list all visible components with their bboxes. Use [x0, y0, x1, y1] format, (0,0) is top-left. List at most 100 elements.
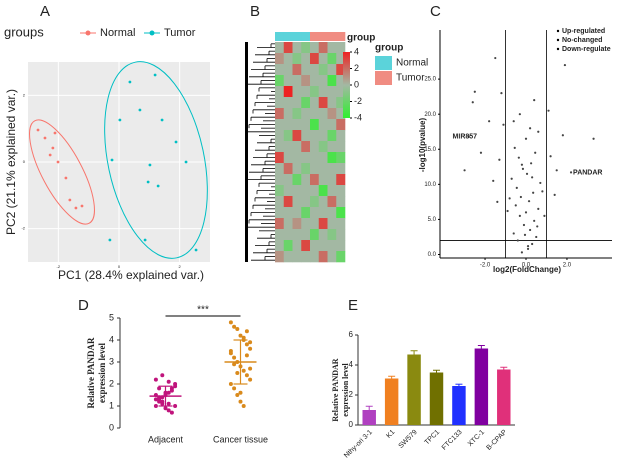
- heatmap-cell: [327, 218, 337, 230]
- heatmap-cell: [318, 251, 328, 263]
- point: [563, 63, 567, 67]
- y-tick-label: 10.0: [424, 182, 436, 188]
- point: [536, 225, 539, 228]
- point: [48, 153, 52, 157]
- point: [228, 320, 233, 325]
- point: [523, 233, 527, 236]
- heatmap-cell: [283, 108, 293, 120]
- heatmap-cell: [310, 251, 320, 263]
- y-tick-label: 5: [109, 312, 114, 322]
- point: [174, 140, 178, 144]
- heatmap-cell: [292, 163, 302, 175]
- point: [524, 211, 528, 214]
- heatmap-cell: [283, 185, 293, 197]
- heatmap-cell: [336, 130, 346, 142]
- heatmap-cell: [301, 75, 311, 87]
- heatmap-cell: [283, 53, 293, 65]
- point: [244, 373, 249, 378]
- group-bar: [292, 32, 302, 41]
- point: [157, 386, 162, 391]
- heatmap-cell: [283, 42, 293, 54]
- y-axis-label: PC2 (21.1% explained var.): [4, 89, 18, 235]
- heatmap-cell: [336, 152, 346, 164]
- point: [522, 223, 526, 227]
- point: [526, 247, 530, 250]
- y-tick-label: 2: [349, 390, 354, 399]
- heatmap-cell: [336, 75, 346, 87]
- heatmap-cell: [310, 207, 320, 219]
- ellipse-normal: [29, 119, 95, 225]
- point: [513, 146, 516, 149]
- heatmap-cell: [292, 75, 302, 87]
- heatmap-cell: [275, 229, 285, 241]
- heatmap-cell: [292, 64, 302, 76]
- point: [488, 120, 491, 123]
- panel-label: A: [40, 3, 50, 20]
- legend-key: [556, 47, 560, 51]
- point: [533, 219, 536, 222]
- group-bar: [336, 32, 346, 41]
- heatmap-cell: [283, 64, 293, 76]
- point: [241, 335, 246, 340]
- point: [64, 176, 68, 180]
- heatmap-cell: [301, 185, 311, 197]
- heatmap-cell: [292, 141, 302, 153]
- point: [169, 410, 174, 415]
- colorbar-label: 4: [354, 46, 359, 56]
- heatmap-cell: [275, 163, 285, 175]
- heatmap-cell: [318, 174, 328, 186]
- x-tick-label: K1: [385, 429, 396, 440]
- heatmap-cell: [310, 141, 320, 153]
- y-tick-label: 15.0: [424, 147, 436, 153]
- point: [244, 353, 249, 358]
- heatmap-cell: [292, 108, 302, 120]
- legend-key: [556, 38, 560, 42]
- x-tick-label: 0.0: [522, 263, 531, 269]
- point: [467, 135, 470, 138]
- point: [153, 377, 158, 382]
- heatmap-cell: [327, 42, 337, 54]
- point: [528, 127, 532, 130]
- y-tick-label: 4: [109, 334, 114, 344]
- heatmap-cell: [301, 251, 311, 263]
- heatmap-cell: [292, 240, 302, 252]
- panel-label: C: [430, 3, 441, 20]
- heatmap-cell: [292, 130, 302, 142]
- y-tick-label: 1: [109, 400, 114, 410]
- heatmap-cell: [310, 218, 320, 230]
- heatmap-cell: [318, 53, 328, 65]
- point: [166, 401, 171, 406]
- point: [524, 137, 528, 140]
- heatmap-cell: [336, 240, 346, 252]
- point: [110, 158, 114, 162]
- dendrogram: [246, 43, 275, 261]
- x-tick-label: 2.0: [563, 263, 572, 269]
- heatmap-cell: [327, 75, 337, 87]
- point: [235, 393, 240, 397]
- point: [238, 399, 243, 404]
- y-tick-label: 0: [349, 420, 354, 429]
- point: [569, 171, 573, 174]
- heatmap-cell: [292, 86, 302, 98]
- panel-label: D: [78, 297, 89, 314]
- point: [232, 386, 237, 391]
- heatmap-cell: [310, 97, 320, 109]
- group-bar: [275, 32, 285, 41]
- legend-key: [375, 56, 392, 70]
- y-tick-label: 0: [23, 159, 26, 164]
- point: [494, 56, 497, 60]
- point: [508, 197, 511, 200]
- heatmap-cell: [301, 130, 311, 142]
- heatmap-cell: [275, 185, 285, 197]
- heatmap-cell: [275, 207, 285, 219]
- heatmap-cell: [310, 240, 320, 252]
- point: [160, 373, 165, 378]
- heatmap-cell: [301, 86, 311, 98]
- point: [496, 200, 499, 203]
- point: [527, 200, 531, 203]
- point: [148, 163, 152, 167]
- point: [520, 251, 524, 254]
- y-tick-label: 20.0: [424, 112, 436, 118]
- point: [138, 108, 142, 112]
- heatmap-cell: [310, 86, 320, 98]
